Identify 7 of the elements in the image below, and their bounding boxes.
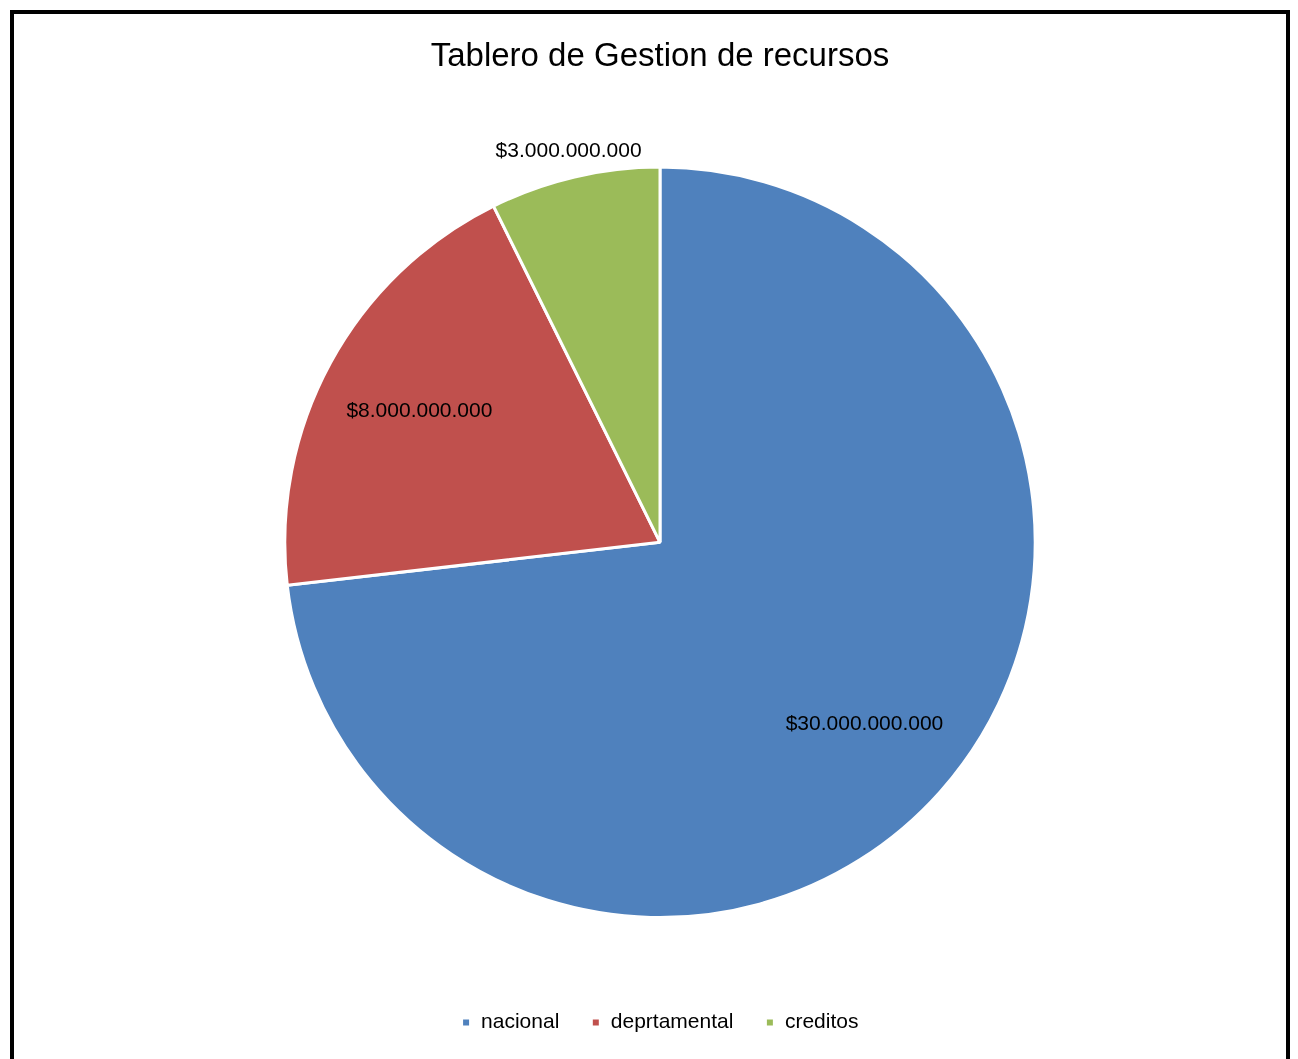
data-label: $30.000.000.000 xyxy=(785,711,944,735)
data-label: $3.000.000.000 xyxy=(495,138,642,162)
legend-label: creditos xyxy=(784,1009,859,1033)
data-label: $8.000.000.000 xyxy=(346,398,493,422)
legend-label: nacional xyxy=(481,1009,560,1033)
legend-label: deprtamental xyxy=(610,1009,734,1033)
chart-title: Tablero de Gestion de recursos xyxy=(430,35,890,73)
